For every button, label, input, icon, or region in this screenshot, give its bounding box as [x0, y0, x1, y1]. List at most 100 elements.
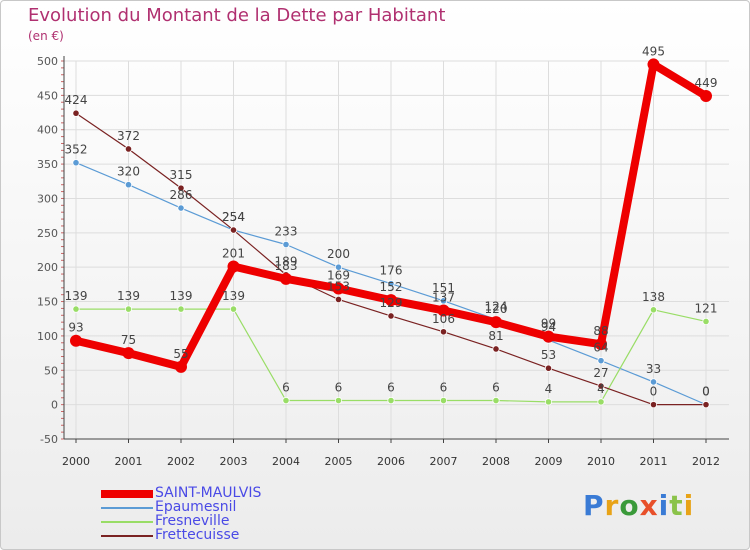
y-tick-label: 450: [37, 89, 58, 102]
data-point: [437, 304, 450, 317]
y-tick-label: 100: [37, 330, 58, 343]
legend-label: Fresneville: [155, 513, 230, 529]
data-point: [492, 396, 500, 405]
data-point: [175, 360, 187, 373]
x-tick-label: 2010: [587, 455, 615, 468]
data-point: [647, 58, 660, 71]
data-point: [649, 378, 658, 386]
unit-label: (en €): [28, 29, 64, 43]
logo-letter: P: [583, 489, 605, 522]
data-point: [332, 282, 345, 295]
x-tick-label: 2004: [272, 455, 300, 468]
x-tick-label: 2002: [167, 455, 195, 468]
y-tick-label: 500: [37, 55, 58, 68]
data-label: 6: [387, 381, 395, 395]
data-label: 88: [593, 324, 608, 338]
data-point: [280, 272, 292, 285]
legend-swatch: [101, 535, 153, 537]
data-point: [177, 184, 185, 192]
legend-label: Epaumesnil: [155, 499, 237, 515]
data-point: [597, 382, 605, 390]
data-point: [72, 305, 80, 313]
data-point: [124, 181, 133, 189]
logo-letter: t: [669, 489, 684, 522]
data-label: 449: [695, 76, 718, 90]
data-point: [72, 109, 80, 117]
data-label: 120: [485, 302, 508, 316]
data-label: 81: [488, 329, 503, 343]
data-point: [124, 305, 133, 313]
data-point: [544, 398, 553, 406]
logo-letter: i: [683, 489, 695, 522]
data-point: [229, 226, 238, 234]
data-point: [282, 240, 290, 249]
data-label: 169: [327, 268, 350, 282]
data-point: [177, 305, 185, 313]
x-tick-label: 2000: [62, 455, 90, 468]
data-label: 27: [593, 366, 608, 380]
data-label: 233: [275, 225, 298, 239]
data-label: 0: [702, 385, 710, 399]
data-label: 320: [117, 165, 140, 179]
data-point: [124, 145, 133, 153]
data-point: [702, 401, 710, 409]
data-label: 129: [380, 296, 403, 310]
x-tick-label: 2008: [482, 455, 510, 468]
data-label: 55: [173, 347, 188, 361]
data-label: 200: [327, 247, 350, 261]
y-tick-label: 250: [37, 227, 58, 240]
data-label: 0: [650, 385, 658, 399]
y-tick-label: 400: [37, 124, 58, 137]
data-point: [387, 396, 395, 405]
data-label: 139: [170, 289, 193, 303]
data-label: 6: [440, 381, 448, 395]
legend-swatch: [101, 490, 153, 498]
data-label: 124: [485, 299, 508, 313]
data-label: 94: [541, 320, 556, 334]
legend-label: Frettecuisse: [155, 527, 240, 543]
data-point: [649, 306, 658, 314]
data-point: [439, 328, 448, 336]
data-label: 139: [117, 289, 140, 303]
data-point: [700, 90, 712, 103]
chart-title: Evolution du Montant de la Dette par Hab…: [28, 5, 446, 26]
data-point: [122, 347, 135, 360]
data-label: 93: [68, 321, 83, 335]
data-label: 0: [702, 385, 710, 399]
data-label: 6: [282, 381, 290, 395]
data-point: [387, 280, 395, 288]
y-tick-label: 150: [37, 296, 58, 309]
data-label: 176: [380, 264, 403, 278]
data-point: [385, 294, 397, 307]
data-point: [702, 317, 710, 326]
data-label: 121: [695, 301, 718, 315]
data-label: 106: [432, 312, 455, 326]
data-point: [229, 305, 238, 313]
y-tick-label: -50: [40, 433, 58, 446]
x-tick-label: 2005: [325, 455, 353, 468]
data-label: 6: [492, 381, 500, 395]
data-label: 64: [593, 341, 608, 355]
logo-letter: o: [619, 489, 640, 522]
data-point: [177, 204, 185, 212]
data-label: 139: [65, 289, 88, 303]
data-label: 4: [545, 382, 553, 396]
data-label: 6: [335, 381, 343, 395]
data-label: 151: [432, 281, 455, 295]
data-label: 254: [222, 210, 245, 224]
data-point: [334, 295, 343, 304]
x-tick-label: 2007: [430, 455, 458, 468]
data-point: [334, 263, 343, 271]
data-label: 153: [327, 279, 350, 293]
legend-label: SAINT-MAULVIS: [155, 485, 262, 501]
logo-letter: x: [639, 489, 659, 522]
data-point: [492, 345, 500, 353]
data-label: 189: [275, 255, 298, 269]
data-label: 183: [275, 259, 298, 273]
x-tick-label: 2006: [377, 455, 405, 468]
x-tick-label: 2012: [692, 455, 720, 468]
y-tick-label: 300: [37, 192, 58, 205]
y-tick-label: 200: [37, 261, 58, 274]
data-label: 424: [65, 93, 88, 107]
